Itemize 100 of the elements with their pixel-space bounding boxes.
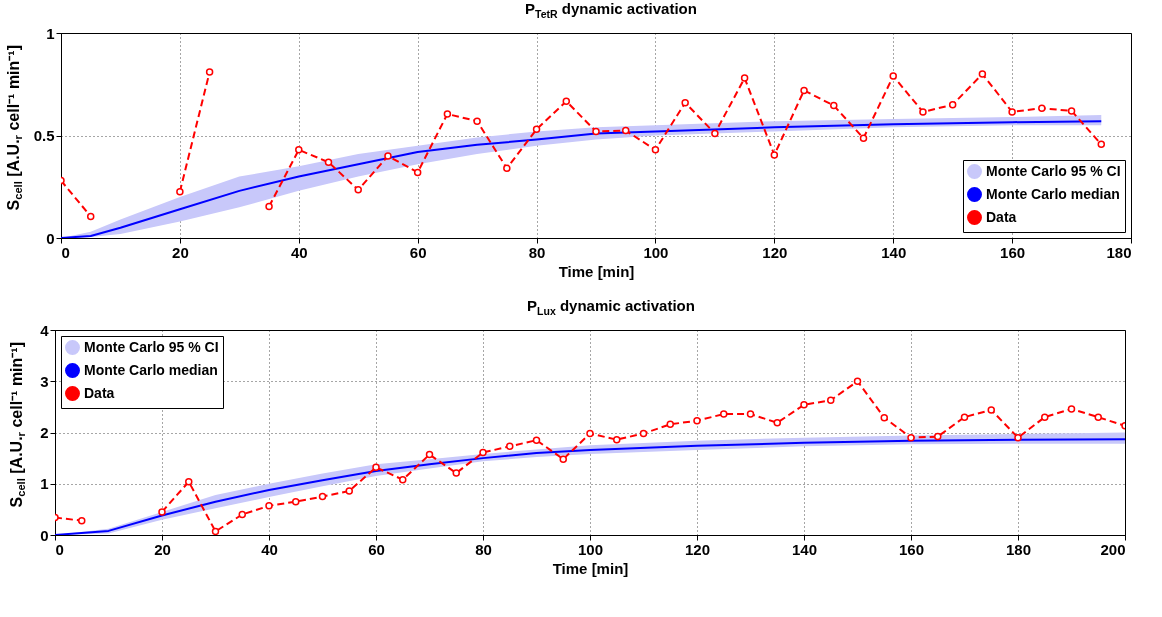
point: [78, 516, 86, 525]
point: [1067, 405, 1076, 413]
point: [859, 134, 868, 142]
point: [889, 72, 897, 80]
point: [532, 436, 541, 444]
chart-title: P$_{Lux}$ dynamic activation: [526, 297, 696, 317]
x-tick-label: 120: [762, 243, 788, 261]
point: [666, 420, 674, 429]
point: [211, 527, 220, 535]
point: [354, 186, 362, 194]
x-tick-label: 160: [898, 540, 925, 558]
point: [1067, 107, 1076, 115]
point: [292, 497, 300, 506]
point: [907, 433, 915, 442]
x-tick-label: 80: [528, 243, 546, 261]
point: [919, 108, 927, 116]
point: [425, 450, 434, 459]
point: [586, 429, 594, 438]
legend-label: Data: [84, 384, 115, 401]
point: [532, 125, 541, 134]
point: [205, 68, 214, 76]
point: [399, 475, 407, 484]
x-tick-label: 200: [1100, 540, 1126, 558]
point: [1041, 413, 1049, 421]
point: [880, 413, 888, 422]
point: [413, 168, 422, 177]
point: [978, 70, 987, 78]
legend-label: Monte Carlo 95 % CI: [986, 162, 1121, 179]
point: [746, 410, 755, 418]
point: [1038, 104, 1046, 112]
y-tick-label: 2: [40, 424, 49, 441]
point: [324, 158, 333, 166]
point: [800, 86, 808, 95]
point: [651, 146, 660, 154]
point: [238, 510, 246, 519]
point: [185, 477, 193, 486]
point: [740, 74, 749, 82]
point: [265, 202, 273, 211]
x-tick-label: 40: [261, 540, 278, 558]
point: [720, 410, 728, 418]
point: [830, 101, 838, 110]
point: [711, 129, 719, 138]
point: [265, 502, 273, 510]
x-tick-label: 120: [684, 540, 711, 558]
point: [693, 416, 701, 425]
point: [318, 492, 327, 501]
point: [1094, 413, 1102, 421]
x-tick-label: 0: [61, 243, 70, 261]
x-tick-label: 160: [1000, 243, 1026, 261]
point: [372, 463, 380, 472]
legend-label: Monte Carlo median: [84, 361, 218, 378]
point: [295, 146, 303, 154]
point: [853, 377, 862, 385]
point: [86, 212, 95, 221]
point: [452, 469, 460, 477]
point: [562, 97, 571, 106]
y-tick-label: 0.5: [33, 127, 55, 144]
x-tick-label: 20: [172, 243, 189, 261]
point: [639, 429, 648, 438]
point: [443, 110, 452, 118]
x-tick-label: 180: [1005, 540, 1032, 558]
point: [613, 435, 621, 444]
x-axis-title: Time [min]: [558, 262, 635, 280]
point: [960, 413, 969, 421]
x-tick-label: 100: [643, 243, 669, 261]
y-tick-label: 0: [46, 229, 55, 247]
point: [473, 117, 481, 125]
y-tick-label: 3: [40, 372, 49, 390]
point: [621, 126, 630, 135]
point: [934, 432, 942, 441]
y-tick-label: 1: [46, 24, 55, 42]
x-tick-label: 140: [881, 243, 907, 261]
point: [800, 401, 808, 409]
x-tick-label: 20: [154, 540, 171, 558]
point: [1014, 433, 1022, 442]
chart-title: P$_{TetR}$ dynamic activation: [524, 0, 698, 20]
x-tick-label: 180: [1106, 243, 1132, 261]
point: [384, 152, 392, 160]
y-tick-label: 0: [40, 526, 49, 544]
point: [987, 406, 995, 414]
point: [827, 396, 835, 404]
x-tick-label: 80: [475, 540, 492, 558]
x-tick-label: 60: [368, 540, 385, 558]
legend-label: Monte Carlo median: [986, 185, 1120, 202]
point: [770, 151, 779, 159]
legend-label: Data: [986, 208, 1017, 225]
point: [503, 164, 511, 173]
x-tick-label: 140: [791, 540, 818, 558]
x-tick-label: 100: [577, 540, 604, 558]
point: [681, 98, 689, 107]
y-tick-label: 1: [40, 475, 49, 493]
point: [506, 442, 514, 451]
point: [773, 419, 781, 427]
point: [592, 127, 600, 136]
x-axis-title: Time [min]: [552, 559, 629, 577]
x-tick-label: 40: [290, 243, 308, 261]
point: [158, 508, 166, 516]
point: [1008, 108, 1016, 116]
point: [948, 101, 957, 109]
x-tick-label: 60: [409, 243, 427, 261]
